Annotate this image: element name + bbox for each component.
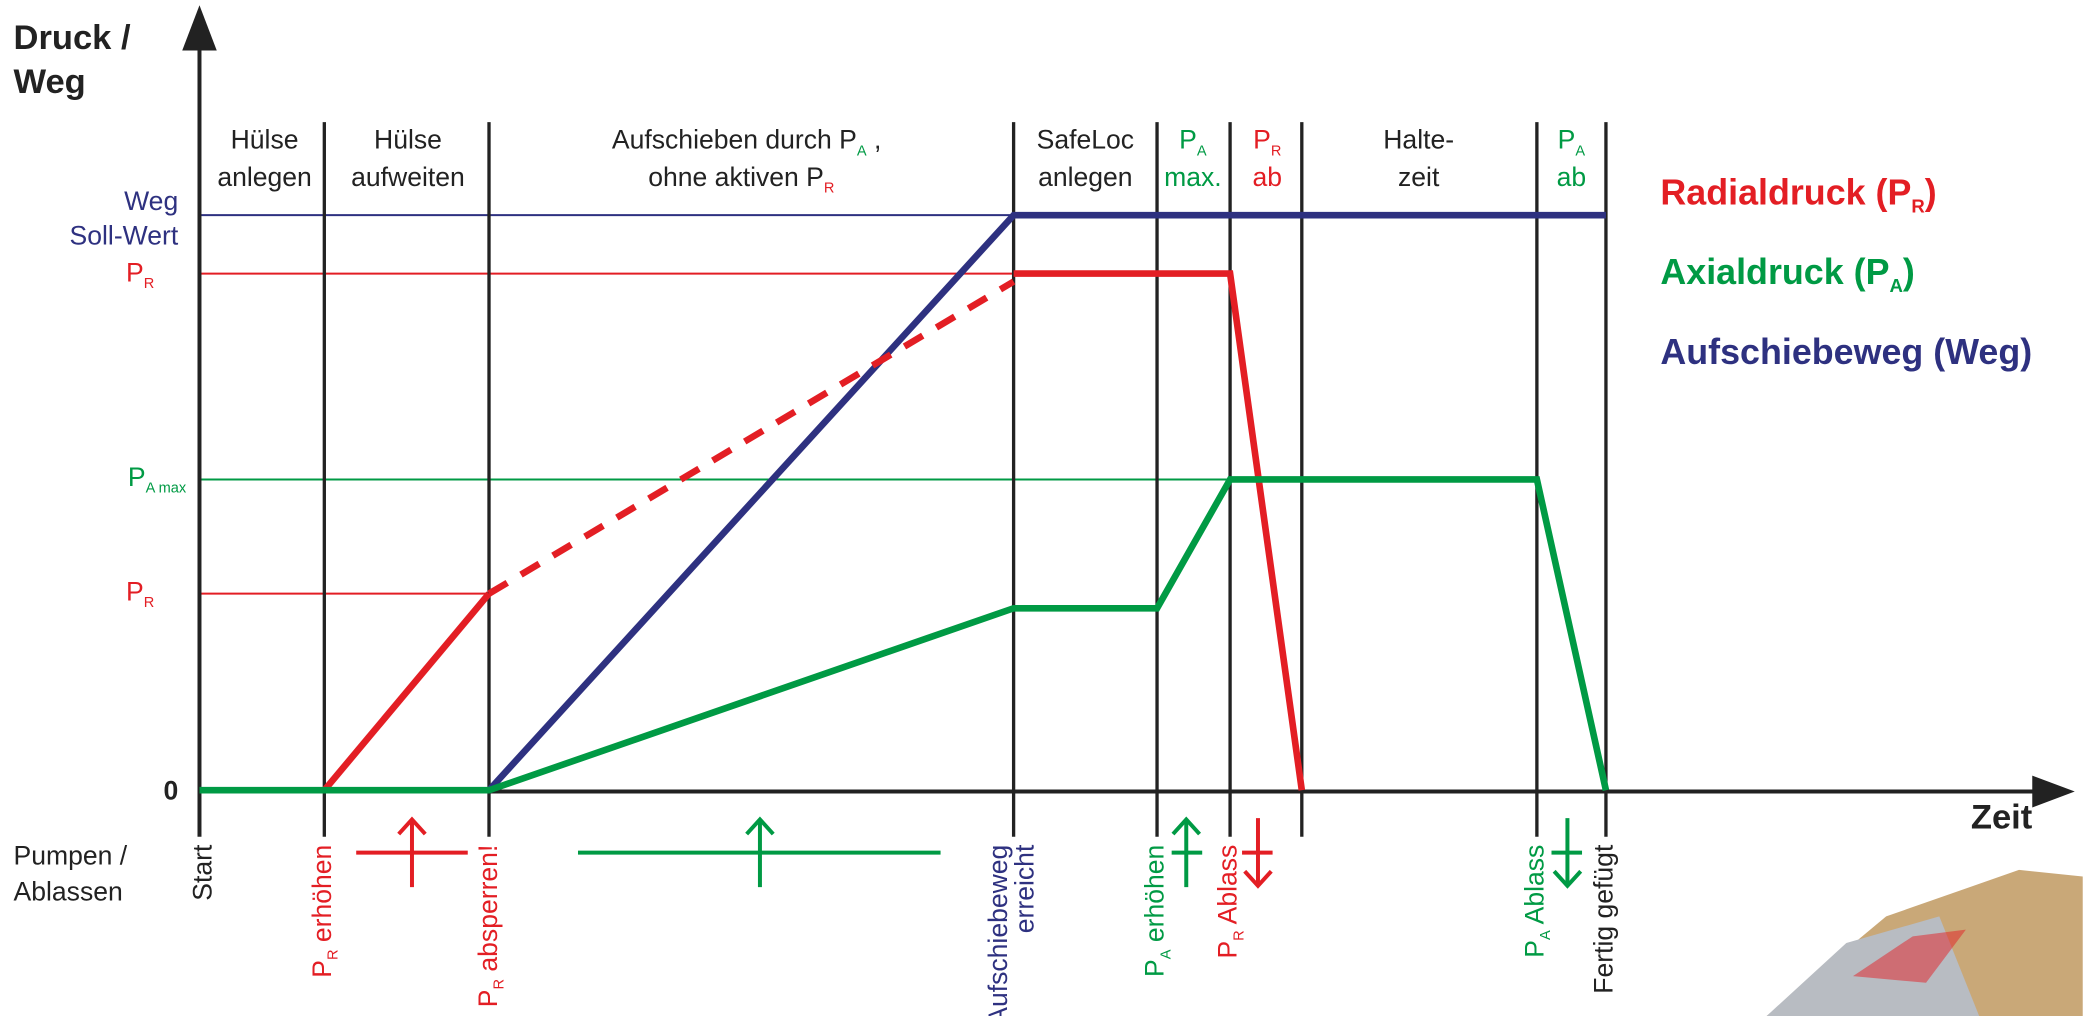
weg-curve (486, 211, 1606, 793)
phase-label: Hülse (374, 125, 442, 155)
text: P (473, 990, 503, 1008)
subscript: R (144, 276, 155, 292)
phase-label: zeit (1398, 162, 1440, 192)
text: P (1179, 125, 1197, 155)
pr-curve (1013, 270, 1306, 791)
text: P (1140, 959, 1170, 977)
pump-arrows (356, 816, 1583, 889)
subscript: A (857, 143, 867, 159)
arrow-head (745, 816, 775, 836)
x-axis-arrow (2032, 775, 2075, 808)
legend-entry: Axialdruck (PA) (1660, 252, 1914, 296)
level-label: Soll-Wert (70, 220, 179, 250)
subscript: A (1197, 143, 1207, 159)
subscript: R (1911, 195, 1925, 216)
origin-label: 0 (163, 776, 178, 806)
text: P (307, 960, 337, 978)
phase-label: PA (1558, 125, 1586, 160)
pr-curve (321, 591, 492, 793)
subscript: A max (146, 481, 187, 497)
level-label: PR (126, 576, 154, 611)
text: P (1213, 941, 1243, 959)
subscript: A (1538, 930, 1554, 940)
arrow-head (1243, 869, 1273, 889)
arrow-head (1171, 816, 1202, 836)
arrow-head (397, 816, 427, 836)
text: erhöhen (307, 845, 337, 950)
phase-label: PA (1179, 125, 1207, 160)
text: P (1558, 125, 1576, 155)
text: absperren! (473, 845, 503, 979)
y-axis-label: Weg (14, 63, 86, 101)
text: , (867, 125, 882, 155)
subscript: R (326, 949, 342, 960)
event-label: erreicht (1010, 844, 1040, 933)
y-axis-label: Druck / (14, 19, 131, 57)
event-label: PA erhöhen (1140, 845, 1175, 977)
text: erhöhen (1140, 845, 1170, 950)
subscript: R (824, 181, 835, 197)
groove (1852, 929, 1966, 983)
product-illustration (1766, 869, 2083, 1016)
level-label: PR (126, 258, 154, 293)
subscript: R (1271, 143, 1282, 159)
level-label: Weg (124, 186, 178, 216)
phase-label: ab (1253, 162, 1283, 192)
event-label: Fertig gefügt (1589, 844, 1619, 994)
row-label: Ablassen (14, 876, 123, 906)
subscript: A (1889, 275, 1902, 296)
text: P (1520, 940, 1550, 958)
subscript: A (1158, 949, 1174, 959)
phase-label: Halte- (1383, 125, 1454, 155)
phase-label: PR (1253, 125, 1281, 160)
row-label: Pumpen / (14, 841, 128, 871)
subscript: R (492, 979, 508, 990)
subscript: R (144, 595, 155, 611)
event-label: PR erhöhen (307, 845, 342, 978)
event-label: Aufschiebeweg (983, 845, 1013, 1016)
text: ) (1925, 173, 1937, 213)
event-label: Start (187, 844, 217, 901)
text: ohne aktiven P (648, 162, 824, 192)
text: Aufschieben durch P (612, 125, 857, 155)
arrow-head (1552, 869, 1583, 889)
text: P (128, 462, 146, 492)
phase-label: Hülse (231, 125, 299, 155)
text: P (1253, 125, 1271, 155)
phase-label: ohne aktiven PR (648, 162, 834, 197)
phase-label: anlegen (1038, 162, 1132, 192)
phase-label: max. (1164, 162, 1222, 192)
text: Axialdruck (P (1660, 252, 1889, 292)
event-label: PR absperren! (473, 845, 508, 1008)
pr-curve-dashed (487, 278, 1016, 597)
y-axis-arrow (182, 5, 217, 51)
pa-curve (199, 476, 1610, 794)
subscript: R (1231, 930, 1247, 941)
phase-label: aufweiten (351, 162, 465, 192)
event-label: PA Ablass (1520, 845, 1555, 958)
legend-entry: Aufschiebeweg (Weg) (1660, 332, 2032, 372)
phase-label: anlegen (217, 162, 311, 192)
phase-label: ab (1557, 162, 1587, 192)
legend-entry: Radialdruck (PR) (1660, 173, 1936, 217)
text: Radialdruck (P (1660, 173, 1911, 213)
event-labels: Start PR erhöhen PR absperren! Aufschieb… (187, 844, 1618, 1016)
phase-label: Aufschieben durch PA , (612, 125, 881, 160)
event-label: PR Ablass (1213, 845, 1248, 959)
text: P (126, 258, 144, 288)
x-axis-label: Zeit (1971, 799, 2033, 837)
text: Ablass (1213, 845, 1243, 931)
text: Ablass (1520, 845, 1550, 931)
phase-label: SafeLoc (1037, 125, 1134, 155)
subscript: A (1575, 143, 1585, 159)
text: P (126, 576, 144, 606)
level-label: PA max (128, 462, 187, 497)
text: ) (1903, 252, 1915, 292)
